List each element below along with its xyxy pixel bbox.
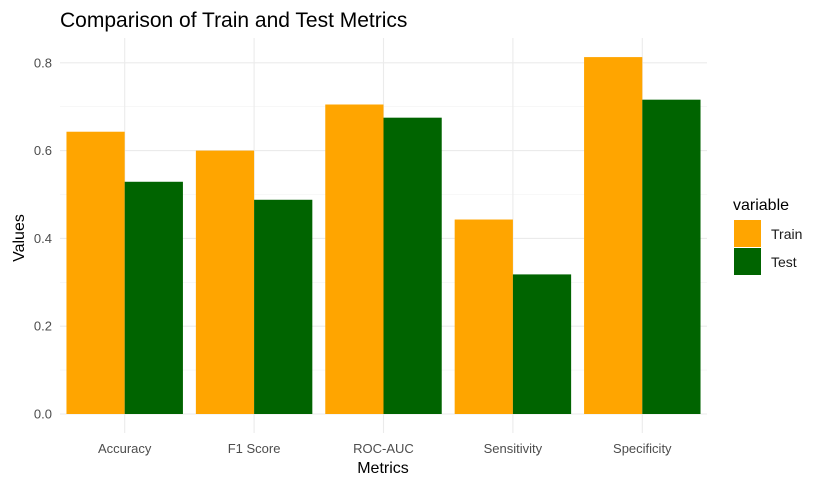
y-tick-label: 0.4 [34, 231, 52, 246]
bar-test-sensitivity [512, 274, 572, 414]
legend-swatch-test [734, 248, 761, 275]
y-tick-label: 0.0 [34, 407, 52, 422]
x-axis: Accuracy F1 Score ROC-AUC Sensitivity Specif… [98, 441, 672, 456]
x-axis-title: Metrics [357, 460, 409, 477]
x-tick-label: Specificity [613, 441, 672, 456]
y-tick-label: 0.6 [34, 143, 52, 158]
legend-label-test: Test [771, 254, 797, 270]
bar-test-roc-auc [383, 117, 442, 415]
bar-train-specificity [584, 57, 643, 415]
y-tick-label: 0.2 [34, 319, 52, 334]
bars [66, 57, 701, 415]
legend-label-train: Train [771, 226, 802, 242]
x-tick-label: Accuracy [98, 441, 152, 456]
bar-test-f1-score [254, 199, 313, 414]
legend: variable Train Test [733, 197, 802, 275]
bar-train-accuracy [66, 131, 125, 414]
y-axis: 0.0 0.2 0.4 0.6 0.8 [34, 55, 52, 421]
bar-test-specificity [642, 99, 701, 415]
legend-title: variable [733, 197, 789, 214]
chart-title: Comparison of Train and Test Metrics [60, 9, 407, 32]
x-tick-label: F1 Score [228, 441, 281, 456]
bar-train-sensitivity [454, 219, 513, 414]
bar-train-f1-score [195, 150, 255, 414]
x-tick-label: ROC-AUC [353, 441, 414, 456]
legend-swatch-train [734, 220, 761, 247]
x-tick-label: Sensitivity [484, 441, 543, 456]
y-tick-label: 0.8 [34, 55, 52, 70]
y-axis-title: Values [11, 214, 28, 262]
bar-test-accuracy [124, 181, 183, 414]
bar-train-roc-auc [325, 104, 384, 414]
